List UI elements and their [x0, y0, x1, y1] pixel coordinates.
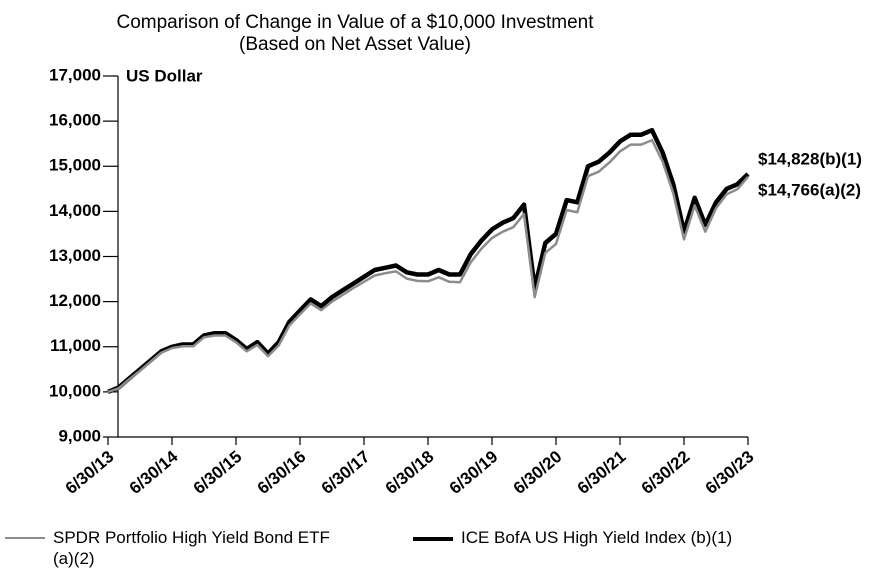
end-value-label: $14,766(a)(2) — [758, 180, 861, 199]
x-tick-label: 6/30/22 — [638, 447, 694, 498]
x-tick-label: 6/30/13 — [62, 447, 118, 498]
legend-label: SPDR Portfolio High Yield Bond ETF (a)(2… — [53, 528, 330, 568]
chart-title: Comparison of Change in Value of a $10,0… — [116, 12, 594, 33]
series-line — [107, 127, 750, 394]
y-tick-label: 17,000 — [49, 65, 101, 84]
x-tick-label: 6/30/18 — [382, 447, 438, 498]
legend-label: ICE BofA US High Yield Index (b)(1) — [461, 528, 733, 547]
y-tick-label: 11,000 — [50, 336, 101, 355]
x-tick-label: 6/30/21 — [574, 447, 630, 498]
y-tick-label: 16,000 — [49, 111, 101, 130]
y-tick-label: 15,000 — [49, 156, 101, 175]
x-tick-label: 6/30/14 — [126, 447, 182, 498]
series-line — [107, 138, 749, 394]
x-tick-label: 6/30/20 — [510, 447, 566, 498]
legend-item: SPDR Portfolio High Yield Bond ETF (a)(2… — [5, 527, 365, 569]
y-tick-label: 9,000 — [58, 426, 101, 445]
legend-item: ICE BofA US High Yield Index (b)(1) — [413, 527, 763, 548]
legend-swatch — [5, 537, 45, 539]
x-tick-label: 6/30/15 — [190, 447, 246, 498]
x-tick-label: 6/30/19 — [446, 447, 502, 498]
x-tick-label: 6/30/17 — [318, 447, 374, 498]
y-tick-label: 14,000 — [49, 201, 101, 220]
y-tick-label: 13,000 — [49, 246, 101, 265]
y-axis-label: US Dollar — [126, 66, 203, 85]
y-tick-label: 10,000 — [49, 381, 101, 400]
legend-swatch — [413, 537, 453, 541]
y-tick-label: 12,000 — [49, 291, 101, 310]
x-tick-label: 6/30/23 — [702, 447, 758, 498]
x-tick-label: 6/30/16 — [254, 447, 310, 498]
chart-subtitle: (Based on Net Asset Value) — [239, 34, 471, 55]
end-value-label: $14,828(b)(1) — [758, 149, 862, 168]
